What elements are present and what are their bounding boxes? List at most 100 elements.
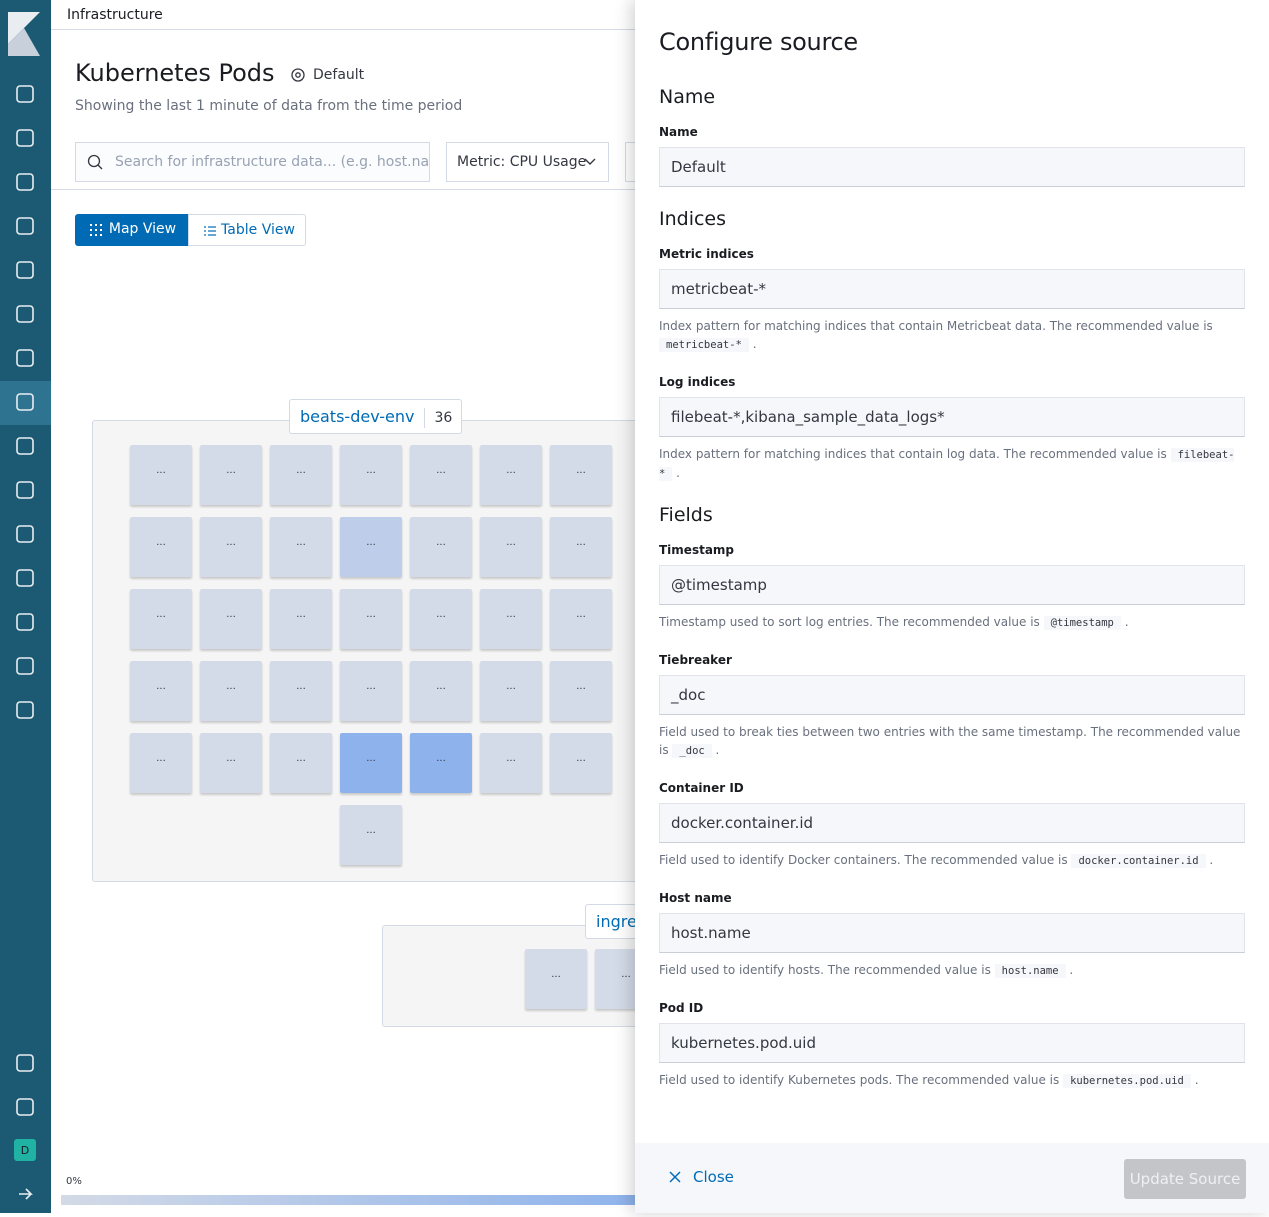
pod-node[interactable]: ... [340, 805, 402, 865]
pod-node[interactable]: ... [200, 517, 262, 577]
close-button[interactable]: Close [669, 1167, 734, 1187]
pod-node[interactable]: ... [130, 517, 192, 577]
flyout-footer: Close Update Source [635, 1143, 1269, 1213]
help-end: . [1069, 963, 1074, 977]
pod-node[interactable]: ... [410, 733, 472, 793]
pod-node[interactable]: ... [340, 445, 402, 505]
nav-icon[interactable] [16, 613, 34, 631]
help-code: host.name [994, 964, 1066, 978]
pod-node[interactable]: ... [550, 445, 612, 505]
text-input[interactable]: _doc [659, 675, 1245, 715]
map-view-label: Map View [108, 221, 177, 237]
table-view-button[interactable]: Table View [188, 214, 306, 246]
nav-icon[interactable] [16, 701, 34, 719]
pod-node[interactable]: ... [340, 661, 402, 721]
metric-select[interactable]: Metric: CPU Usage [446, 142, 609, 182]
group-label[interactable]: beats-dev-env 36 [289, 399, 463, 434]
search-box[interactable]: Search for infrastructure data... (e.g. … [75, 142, 430, 182]
text-input[interactable]: docker.container.id [659, 803, 1245, 843]
pod-node[interactable]: ... [270, 733, 332, 793]
pod-node[interactable]: ... [130, 733, 192, 793]
section-title: Indices [659, 208, 727, 230]
help-body: Field used to identify Kubernetes pods. … [659, 1073, 1060, 1087]
nav-icon[interactable] [16, 173, 34, 191]
flyout-title: Configure source [659, 28, 858, 56]
pod-node[interactable]: ... [410, 661, 472, 721]
help-body: Index pattern for matching indices that … [659, 319, 1213, 333]
pod-node[interactable]: ... [270, 517, 332, 577]
nav-icon[interactable] [16, 1054, 34, 1072]
pod-node[interactable]: ... [200, 733, 262, 793]
pod-node[interactable]: ... [340, 589, 402, 649]
field-label: Metric indices [659, 247, 754, 261]
pod-node[interactable]: ... [410, 589, 472, 649]
nav-icon[interactable] [16, 569, 34, 587]
pod-node[interactable]: ... [200, 589, 262, 649]
nav-icon[interactable] [16, 437, 34, 455]
waffle-map: beats-dev-env 36.........................… [51, 0, 1269, 1213]
nav-icon[interactable] [16, 525, 34, 543]
help-end: . [1124, 615, 1129, 629]
pod-node[interactable]: ... [480, 661, 542, 721]
help-text: Field used to identify Docker containers… [659, 851, 1245, 870]
help-body: Index pattern for matching indices that … [659, 447, 1167, 461]
text-input[interactable]: @timestamp [659, 565, 1245, 605]
pod-node[interactable]: ... [130, 661, 192, 721]
pod-node[interactable]: ... [525, 949, 587, 1009]
pod-node[interactable]: ... [480, 733, 542, 793]
pod-node[interactable]: ... [200, 445, 262, 505]
pod-node[interactable]: ... [200, 661, 262, 721]
pod-node[interactable]: ... [480, 517, 542, 577]
source-button[interactable]: Default [313, 67, 365, 83]
nav-icon[interactable] [16, 85, 34, 103]
help-code: @timestamp [1043, 616, 1121, 630]
text-input[interactable]: host.name [659, 913, 1245, 953]
nav-icon[interactable] [16, 481, 34, 499]
pod-node[interactable]: ... [550, 589, 612, 649]
avatar-bg [14, 1139, 36, 1161]
update-source-button[interactable]: Update Source [1124, 1159, 1246, 1199]
nav-icon[interactable] [16, 217, 34, 235]
map-view-button[interactable]: Map View [75, 214, 188, 246]
close-label: Close [693, 1168, 734, 1186]
text-input[interactable]: metricbeat-* [659, 269, 1245, 309]
help-text: Field used to identify Kubernetes pods. … [659, 1071, 1245, 1090]
pod-node[interactable]: ... [340, 517, 402, 577]
pod-node[interactable]: ... [550, 517, 612, 577]
field-label: Host name [659, 891, 732, 905]
pod-node[interactable]: ... [270, 661, 332, 721]
legend-min: 0% [66, 1176, 82, 1187]
nav-expand[interactable] [19, 1188, 33, 1200]
nav-icon[interactable] [16, 261, 34, 279]
help-end: . [676, 466, 680, 480]
pod-node[interactable]: ... [550, 661, 612, 721]
nav-icon[interactable] [16, 657, 34, 675]
field-label: Pod ID [659, 1001, 704, 1015]
text-input[interactable]: kubernetes.pod.uid [659, 1023, 1245, 1063]
nav-icon[interactable] [16, 1098, 34, 1116]
pod-node[interactable]: ... [270, 445, 332, 505]
pod-node[interactable]: ... [410, 445, 472, 505]
pod-node[interactable]: ... [270, 589, 332, 649]
nav-icon[interactable] [16, 129, 34, 147]
nav-icon[interactable] [16, 393, 34, 411]
pod-node[interactable]: ... [480, 589, 542, 649]
text-input[interactable]: Default [659, 147, 1245, 187]
field-label: Timestamp [659, 543, 735, 557]
help-text: Timestamp used to sort log entries. The … [659, 613, 1245, 632]
field-label: Container ID [659, 781, 744, 795]
avatar[interactable]: D [21, 1144, 29, 1157]
nav-icon[interactable] [16, 349, 34, 367]
text-input[interactable]: filebeat-*,kibana_sample_data_logs* [659, 397, 1245, 437]
form-section: Fields Timestamp @timestamp Timestamp used … [659, 503, 1245, 1090]
pod-node[interactable]: ... [340, 733, 402, 793]
nav-icon[interactable] [16, 305, 34, 323]
pod-node[interactable]: ... [130, 445, 192, 505]
pod-node[interactable]: ... [480, 445, 542, 505]
pod-node[interactable]: ... [130, 589, 192, 649]
pod-node[interactable]: ... [550, 733, 612, 793]
help-code: _doc [672, 744, 712, 758]
pod-node[interactable]: ... [410, 517, 472, 577]
help-body: Field used to identify Docker containers… [659, 853, 1068, 867]
